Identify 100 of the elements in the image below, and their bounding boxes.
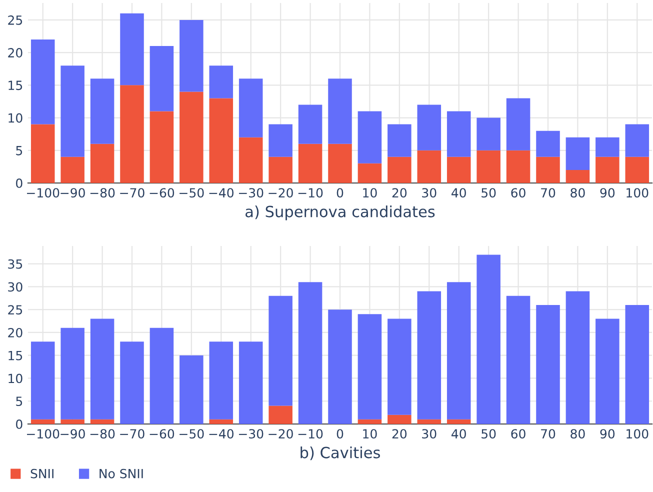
y-tick-label: 25 xyxy=(8,305,22,315)
y-tick-label: 35 xyxy=(8,259,22,269)
x-tick-label: 0 xyxy=(336,429,344,439)
bar xyxy=(209,419,234,424)
x-tick-label: 80 xyxy=(570,429,585,439)
bar xyxy=(388,124,412,157)
bar xyxy=(506,98,530,150)
x-tick-label: −100 xyxy=(27,188,60,198)
bar xyxy=(30,342,55,420)
x-tick-label: −20 xyxy=(268,188,293,198)
bar xyxy=(358,419,382,424)
bar xyxy=(625,156,650,183)
y-tick-label: 15 xyxy=(8,80,22,90)
x-tick-label: −40 xyxy=(209,188,234,198)
bar xyxy=(60,419,84,424)
y-tick-label: 15 xyxy=(8,351,22,360)
y-tick-label: 20 xyxy=(8,328,22,338)
bar xyxy=(30,40,55,124)
bar xyxy=(446,282,471,420)
bar xyxy=(150,111,174,183)
x-tick-label: 80 xyxy=(570,188,585,198)
x-tick-label: 90 xyxy=(600,429,615,439)
y-tick-label: 0 xyxy=(16,419,22,429)
x-tick-label: 70 xyxy=(541,188,556,198)
legend-label: No SNII xyxy=(100,468,143,478)
x-tick-label: 60 xyxy=(511,188,526,198)
bar xyxy=(90,318,114,420)
x-tick-label: −80 xyxy=(90,429,115,439)
x-tick-label: 10 xyxy=(363,188,377,198)
bar xyxy=(566,137,590,170)
x-tick-label: −60 xyxy=(150,429,174,439)
bar xyxy=(596,156,620,183)
bar xyxy=(90,144,114,183)
y-tick-label: 5 xyxy=(16,146,22,156)
x-tick-label: 40 xyxy=(452,429,466,439)
bar xyxy=(417,104,442,150)
bar xyxy=(358,314,382,420)
x-tick-label: −50 xyxy=(180,429,204,439)
bar xyxy=(358,163,382,183)
bar xyxy=(298,144,322,183)
x-tick-label: −80 xyxy=(90,188,115,198)
bar xyxy=(268,406,292,424)
y-tick-label: 0 xyxy=(16,178,22,188)
x-tick-label: −40 xyxy=(209,429,234,439)
y-tick-label: 10 xyxy=(8,113,22,123)
bar xyxy=(209,342,234,420)
bar xyxy=(268,156,292,183)
bar xyxy=(536,305,560,424)
bar xyxy=(417,419,442,424)
bar xyxy=(388,414,412,424)
x-tick-label: 0 xyxy=(336,188,344,198)
bar xyxy=(120,85,144,183)
x-tick-label: −60 xyxy=(150,188,174,198)
x-tick-label: 50 xyxy=(482,429,496,439)
bar xyxy=(536,130,560,157)
bar xyxy=(506,296,530,424)
y-tick-label: 25 xyxy=(8,15,22,25)
x-tick-label: −70 xyxy=(120,429,144,439)
bar xyxy=(446,156,471,183)
y-tick-label: 30 xyxy=(8,282,22,292)
bar xyxy=(180,92,204,183)
bar xyxy=(476,254,500,424)
x-tick-label: 100 xyxy=(626,429,648,439)
y-tick-label: 5 xyxy=(16,396,22,406)
bar xyxy=(388,156,412,183)
x-tick-label: −50 xyxy=(180,188,204,198)
x-tick-label: 60 xyxy=(511,429,526,439)
x-tick-label: −100 xyxy=(27,429,60,439)
bar xyxy=(298,104,322,144)
x-tick-label: 50 xyxy=(482,188,496,198)
y-tick-label: 20 xyxy=(8,48,22,58)
x-tick-label: 20 xyxy=(392,188,407,198)
bar xyxy=(180,20,204,92)
x-tick-label: −10 xyxy=(298,429,323,439)
x-tick-label: −20 xyxy=(268,429,293,439)
bar xyxy=(298,282,322,424)
bar xyxy=(268,296,292,406)
bar xyxy=(358,111,382,164)
bar xyxy=(328,78,352,144)
x-tick-label: 40 xyxy=(452,188,466,198)
bar xyxy=(238,342,263,424)
bar xyxy=(150,328,174,424)
y-tick-label: 10 xyxy=(8,374,22,384)
bar xyxy=(328,310,352,424)
bar xyxy=(30,124,55,183)
x-tick-label: 100 xyxy=(626,188,648,198)
x-tick-label: 10 xyxy=(363,429,377,439)
x-tick-label: 30 xyxy=(422,429,436,439)
bar xyxy=(60,328,84,420)
bar xyxy=(625,124,650,157)
x-tick-label: −30 xyxy=(238,429,264,439)
x-tick-label: −30 xyxy=(238,188,264,198)
bar xyxy=(388,318,412,415)
x-tick-label: 30 xyxy=(422,188,436,198)
bar xyxy=(209,66,234,98)
bar xyxy=(60,66,84,157)
bar xyxy=(417,150,442,183)
bar xyxy=(446,419,471,424)
x-tick-label: −90 xyxy=(60,429,85,439)
bar xyxy=(625,305,650,424)
